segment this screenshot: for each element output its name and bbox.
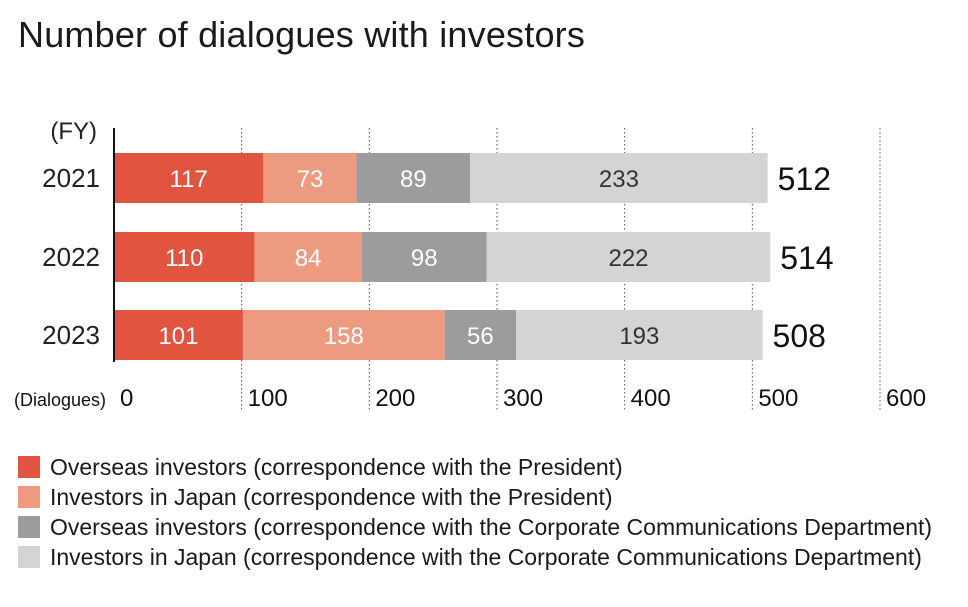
- x-tick-label: 200: [375, 385, 415, 412]
- bar-segment: [356, 153, 471, 203]
- x-axis-title: (Dialogues): [14, 390, 106, 410]
- data-label: 110: [165, 245, 203, 272]
- bar-segment: [444, 310, 517, 360]
- x-tick-label: 400: [631, 385, 671, 412]
- legend: Overseas investors (correspondence with …: [18, 452, 932, 572]
- bar-segment: [254, 232, 362, 282]
- total-label: 512: [778, 161, 831, 197]
- legend-item: Investors in Japan (correspondence with …: [18, 542, 932, 572]
- total-label: 514: [780, 240, 833, 276]
- legend-swatch: [18, 456, 40, 478]
- bar-segment: [470, 153, 768, 203]
- data-label: 101: [158, 323, 198, 350]
- data-label: 233: [599, 166, 639, 193]
- bar-segment: [263, 153, 357, 203]
- total-label: 508: [773, 318, 826, 354]
- legend-swatch: [18, 546, 40, 568]
- stacked-bar-chart: 117 73 89 233 512 2021 110 84 98 222 514 2022 101 158…: [14, 118, 926, 412]
- legend-swatch: [18, 516, 40, 538]
- legend-label: Investors in Japan (correspondence with …: [50, 483, 613, 510]
- data-label: 117: [170, 166, 208, 193]
- data-label: 158: [324, 323, 364, 350]
- category-label: 2022: [42, 242, 100, 272]
- x-tick-label: 300: [503, 385, 543, 412]
- x-tick-label: 500: [758, 385, 798, 412]
- data-label: 56: [467, 323, 494, 350]
- legend-label: Overseas investors (correspondence with …: [50, 513, 933, 540]
- legend-swatch: [18, 486, 40, 508]
- bar-segment: [114, 310, 243, 360]
- y-axis-title: (FY): [50, 118, 97, 145]
- legend-label: Overseas investors (correspondence with …: [50, 453, 623, 480]
- data-label: 193: [619, 323, 659, 350]
- legend-item: Investors in Japan (correspondence with …: [18, 482, 932, 512]
- x-tick-label: 600: [886, 385, 926, 412]
- chart-title: Number of dialogues with investors: [18, 14, 586, 55]
- bar-segment: [242, 310, 445, 360]
- legend-item: Overseas investors (correspondence with …: [18, 452, 932, 482]
- x-tick-label: 0: [120, 385, 133, 412]
- bar-segment: [486, 232, 771, 282]
- data-label: 84: [295, 245, 322, 272]
- category-label: 2023: [42, 320, 100, 350]
- data-label: 222: [608, 245, 648, 272]
- bar-segment: [516, 310, 763, 360]
- legend-item: Overseas investors (correspondence with …: [18, 512, 932, 542]
- bar-segment: [114, 232, 255, 282]
- data-label: 89: [400, 166, 427, 193]
- bar-segment: [114, 153, 264, 203]
- data-label: 73: [297, 166, 324, 193]
- legend-label: Investors in Japan (correspondence with …: [50, 543, 922, 570]
- category-label: 2021: [42, 163, 100, 193]
- x-tick-label: 100: [248, 385, 288, 412]
- bar-segment: [361, 232, 487, 282]
- data-label: 98: [411, 245, 438, 272]
